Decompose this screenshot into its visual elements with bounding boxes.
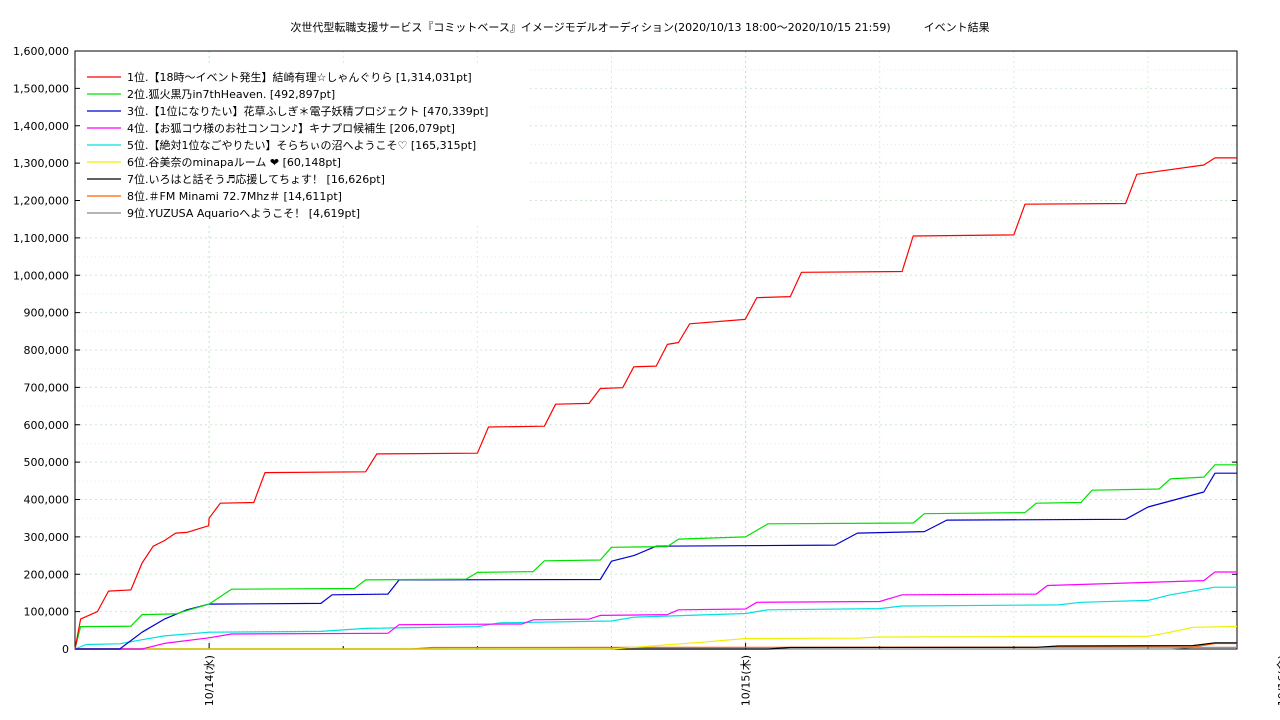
series-lines (74, 157, 1238, 650)
series-line (75, 625, 1238, 650)
y-tick-label: 500,000 (24, 456, 70, 469)
legend-label: 3位.【1位になりたい】花草ふしぎ＊電子妖精プロジェクト [470,339pt] (127, 104, 488, 118)
x-tick-label: 10/14(水) (203, 655, 216, 706)
y-tick-label: 1,300,000 (13, 157, 69, 170)
y-tick-label: 700,000 (24, 381, 70, 394)
chart-title: 次世代型転職支援サービス『コミットベース』イメージモデルオーディション(2020… (290, 21, 990, 34)
legend-label: 4位.【お狐コウ様のお社コンコン♪】キナプロ候補生 [206,079pt] (127, 121, 455, 135)
legend-box (80, 64, 530, 226)
series-line (75, 642, 1237, 650)
y-tick-label: 800,000 (24, 344, 70, 357)
x-tick-label: 10/15(木) (740, 655, 753, 706)
series-line (74, 586, 1237, 650)
series-line (74, 464, 1237, 650)
legend-label: 2位.狐火黒乃in7thHeaven. [492,897pt] (127, 87, 335, 101)
y-tick-label: 600,000 (24, 419, 70, 432)
legend-label: 9位.YUZUSA Aquarioへようこそ！ [4,619pt] (127, 206, 360, 220)
y-tick-label: 400,000 (24, 494, 70, 507)
grid (74, 51, 1237, 649)
y-tick-label: 300,000 (24, 531, 70, 544)
legend-label: 5位.【絶対1位なごやりたい】そらちぃの沼へようこそ♡ [165,315pt] (127, 138, 476, 152)
legend-label: 6位.谷美奈のminapaルーム ❤ [60,148pt] (127, 155, 341, 169)
y-tick-label: 1,200,000 (13, 195, 69, 208)
legend-label: 8位.＃FM Minami 72.7Mhz＃ [14,611pt] (127, 189, 342, 203)
y-tick-label: 200,000 (24, 568, 70, 581)
y-tick-label: 1,600,000 (13, 45, 69, 58)
series-line (74, 157, 1237, 650)
legend-label: 7位.いろはと話そう♬応援してちょす！ [16,626pt] (127, 172, 385, 186)
y-tick-label: 1,400,000 (13, 120, 69, 133)
y-tick-label: 1,100,000 (13, 232, 69, 245)
legend: 1位.【18時〜イベント発生】結崎有理☆しゃんぐりら [1,314,031pt]… (80, 64, 530, 226)
series-line (75, 571, 1237, 650)
y-tick-label: 0 (62, 643, 69, 656)
y-tick-label: 1,000,000 (13, 269, 69, 282)
legend-label: 1位.【18時〜イベント発生】結崎有理☆しゃんぐりら [1,314,031pt] (127, 70, 472, 84)
y-tick-label: 900,000 (24, 307, 70, 320)
x-tick-label: 10/16(金) (1275, 655, 1280, 706)
y-tick-label: 1,500,000 (13, 82, 69, 95)
axes: 0 100,000 200,000 300,000 400,000 500,000 600,… (13, 45, 1280, 706)
y-tick-label: 100,000 (24, 606, 70, 619)
